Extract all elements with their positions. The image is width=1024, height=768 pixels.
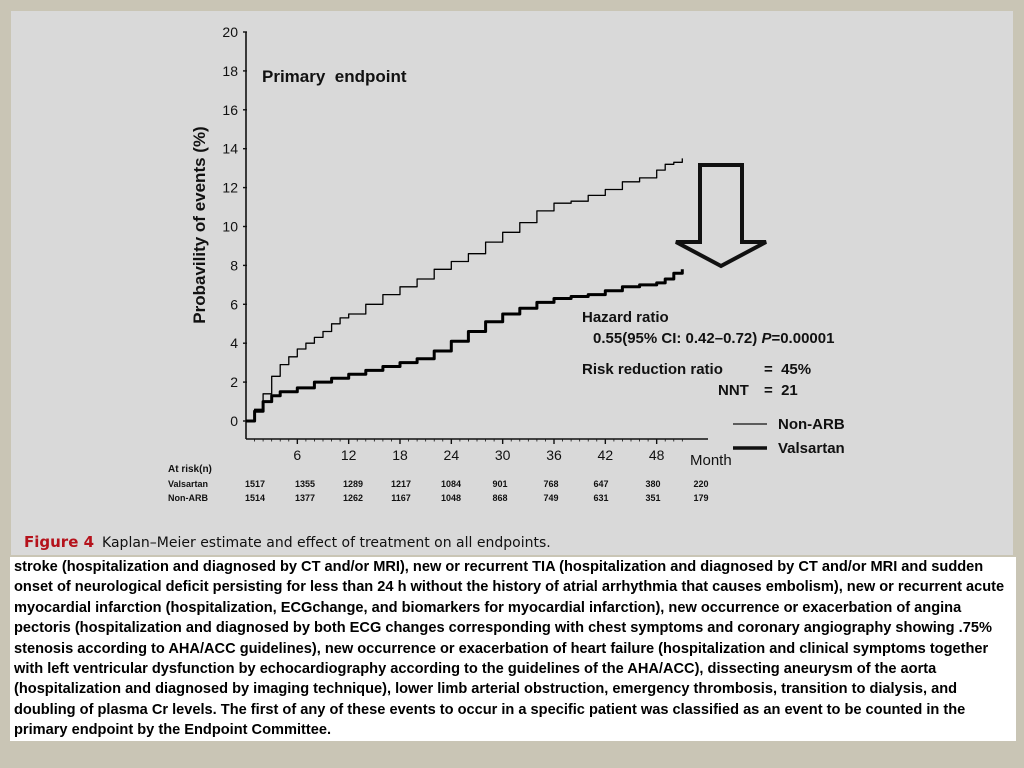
x-tick-label: 18 [392, 447, 408, 463]
at-risk-cell: 1167 [391, 493, 411, 503]
y-axis-ticks: 0 2 4 6 8 10 12 14 16 18 20 [222, 24, 247, 429]
y-tick-label: 20 [222, 24, 238, 40]
hazard-ratio-title: Hazard ratio [582, 309, 669, 326]
y-tick-label: 12 [222, 180, 238, 196]
at-risk-cell: 1377 [295, 493, 315, 503]
nnt-label: NNT [718, 382, 749, 399]
at-risk-cell: 351 [645, 493, 660, 503]
y-tick-label: 4 [230, 335, 238, 351]
nnt-value: = 21 [764, 382, 798, 399]
at-risk-cell: 901 [492, 479, 507, 489]
at-risk-cell: 179 [693, 493, 708, 503]
y-tick-label: 14 [222, 141, 238, 157]
body-paragraph: stroke (hospitalization and diagnosed by… [10, 557, 1016, 741]
x-tick-label: 24 [444, 447, 460, 463]
x-tick-label: 48 [649, 447, 665, 463]
at-risk-cell: 647 [593, 479, 608, 489]
hazard-ratio-ci: 0.55(95% CI: 0.42–0.72) [593, 330, 761, 347]
legend: Non-ARB Valsartan [733, 416, 845, 457]
y-tick-label: 2 [230, 374, 238, 390]
figure-panel [11, 11, 1013, 555]
risk-reduction-value: = 45% [764, 361, 811, 378]
y-tick-label: 8 [230, 257, 238, 273]
figure-label: Figure 4 [24, 533, 95, 551]
chart-title: Primary endpoint [262, 67, 407, 86]
x-tick-label: 42 [598, 447, 614, 463]
at-risk-cell: 631 [593, 493, 608, 503]
series-line-non-arb [246, 158, 683, 422]
risk-reduction-label: Risk reduction ratio [582, 361, 723, 378]
at-risk-cells: 1517 1355 1289 1217 1084 901 768 647 380 220 1514 1… [245, 479, 709, 503]
at-risk-cell: 220 [693, 479, 708, 489]
at-risk-cell: 1514 [245, 493, 265, 503]
x-axis-ticks: 6 12 18 24 30 36 42 48 [254, 439, 683, 463]
at-risk-cell: 1262 [343, 493, 363, 503]
x-tick-label: 6 [293, 447, 301, 463]
y-axis-label: Probavility of events (%) [190, 126, 209, 323]
x-axis-label: Month [690, 452, 732, 469]
figure-caption: Figure 4 Kaplan–Meier estimate and effect… [24, 533, 551, 551]
y-tick-label: 18 [222, 63, 238, 79]
y-tick-label: 6 [230, 296, 238, 312]
at-risk-cell: 1217 [391, 479, 411, 489]
y-tick-label: 16 [222, 102, 238, 118]
at-risk-cell: 1355 [295, 479, 315, 489]
at-risk-cell: 1517 [245, 479, 265, 489]
x-tick-label: 30 [495, 447, 511, 463]
y-tick-label: 10 [222, 219, 238, 235]
hazard-p-value: =0.00001 [771, 330, 834, 347]
series-layer [246, 158, 684, 423]
at-risk-cell: 380 [645, 479, 660, 489]
at-risk-cell: 868 [492, 493, 507, 503]
hazard-ratio-value: 0.55(95% CI: 0.42–0.72) P=0.00001 [593, 330, 834, 347]
at-risk-row-label-non-arb: Non-ARB [168, 493, 208, 503]
at-risk-table: At risk(n) Valsartan Non-ARB 1517 1355 128… [168, 464, 709, 503]
at-risk-cell: 768 [543, 479, 558, 489]
risk-reduction-arrow-icon [675, 163, 767, 269]
series-line-valsartan [246, 269, 684, 423]
y-tick-label: 0 [230, 413, 238, 429]
at-risk-header: At risk(n) [168, 464, 212, 475]
at-risk-cell: 1289 [343, 479, 363, 489]
legend-label-valsartan: Valsartan [778, 440, 845, 457]
at-risk-row-label-valsartan: Valsartan [168, 479, 208, 489]
figure-caption-text: Kaplan–Meier estimate and effect of trea… [102, 535, 551, 551]
x-tick-label: 36 [546, 447, 562, 463]
at-risk-cell: 749 [543, 493, 558, 503]
at-risk-cell: 1084 [441, 479, 461, 489]
hazard-p-label: P [761, 330, 772, 347]
x-tick-label: 12 [341, 447, 357, 463]
legend-label-non-arb: Non-ARB [778, 416, 845, 433]
at-risk-cell: 1048 [441, 493, 461, 503]
